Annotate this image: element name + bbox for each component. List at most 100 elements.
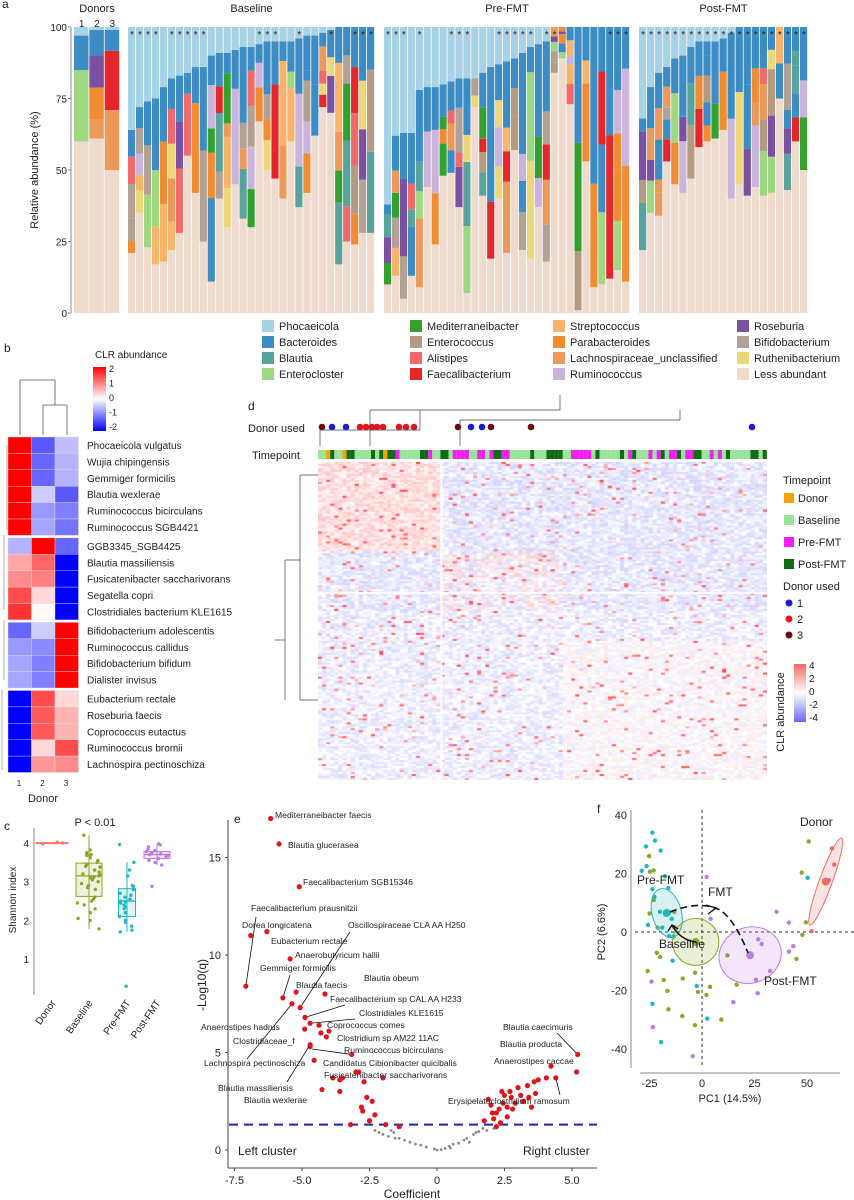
f-point [794, 956, 799, 962]
b-row-label: Wujia chipingensis [87, 457, 170, 468]
a-bar-segment [487, 201, 495, 259]
d-timepoint-cell [583, 450, 588, 459]
a-bar-segment [767, 49, 776, 70]
a-bar-segment [479, 172, 487, 196]
e-right-cluster-label: Right cluster [523, 1144, 590, 1158]
a-ytick-label: 75 [56, 95, 68, 106]
a-bar-segment [247, 47, 255, 71]
e-point-significant [361, 1079, 367, 1085]
a-bar-segment [598, 71, 606, 145]
e-leader-line [282, 974, 291, 999]
e-point-significant [491, 1116, 497, 1122]
d-timepoint-cell [628, 450, 633, 459]
d-timepoint-cell [595, 450, 600, 459]
e-point-label: Fusicatenibacter saccharivorans [324, 1070, 447, 1080]
a-bar-phocaeicola [319, 27, 327, 33]
d-timepoint-cell [530, 450, 535, 459]
c-ytick-label: 2 [23, 916, 29, 927]
b-heatmap-cell [31, 518, 56, 536]
e-point-label: Faecalibacterium SGB15346 [303, 877, 413, 887]
b-heatmap-cell [7, 537, 32, 555]
d-timepoint-cell [709, 450, 714, 459]
f-point [650, 887, 655, 892]
f-point [658, 848, 663, 853]
e-point-labeled [573, 1069, 580, 1075]
a-bar-segment [679, 141, 687, 193]
e-leader-line [286, 1044, 311, 1083]
b-row-label: Ruminococcus bicirculans [87, 507, 203, 518]
a-bar-segment [510, 88, 519, 117]
e-point-labeled [322, 991, 328, 997]
e-point-significant [526, 1094, 532, 1100]
d-timepoint-cell [754, 450, 759, 459]
a-bar-segment [622, 166, 630, 282]
d-donor-used-dot [487, 423, 495, 431]
e-ytick-label: 10 [209, 950, 221, 962]
a-bar-less-abundant [663, 161, 671, 313]
a-significance-star: * [297, 30, 301, 41]
e-point-nonsignificant [389, 1129, 393, 1132]
e-point-nonsignificant [443, 1147, 447, 1150]
a-bar-less-abundant [367, 232, 375, 313]
b-heatmap-cell [7, 723, 32, 740]
a-bar-phocaeicola [159, 27, 168, 88]
a-bar-segment [463, 162, 471, 227]
a-bar-segment [759, 68, 767, 84]
a-legend-label: Blautia [279, 353, 314, 365]
b-heatmap-cell [54, 518, 79, 536]
a-group-donors-title: Donors [79, 3, 115, 15]
a-bar-phocaeicola [542, 27, 550, 42]
a-bar-segment [775, 63, 784, 99]
a-bar-segment [343, 83, 351, 141]
a-bar-phocaeicola [503, 27, 511, 62]
a-significance-star: * [449, 30, 453, 41]
a-bar-segment [799, 27, 808, 81]
e-point-nonsignificant [451, 1142, 455, 1146]
a-bar-less-abundant [783, 190, 792, 313]
d-timepoint-cell [624, 450, 629, 459]
e-point-significant [481, 1118, 487, 1124]
a-bar-phocaeicola [303, 27, 311, 36]
a-bar-phocaeicola [263, 27, 271, 42]
e-point-significant [326, 1028, 332, 1034]
a-bar-segment [463, 134, 471, 163]
f-centroid [746, 951, 755, 960]
c-point [132, 860, 136, 865]
f-point [646, 853, 652, 859]
b-heatmap-cell [54, 706, 79, 724]
f-centroid [662, 908, 671, 917]
d-timepoint-cell [493, 450, 498, 459]
d-timepoint-legend-swatch [784, 559, 794, 569]
a-bar-segment [271, 41, 279, 85]
d-timepoint-cell [395, 450, 400, 459]
d-timepoint-cell [375, 450, 380, 459]
f-xtick-label: -25 [642, 1078, 658, 1090]
a-bar-less-abundant [518, 250, 527, 313]
a-bar-segment [247, 105, 255, 147]
c-point [96, 880, 100, 884]
a-bar-segment [247, 70, 255, 106]
e-leader-line [555, 1077, 561, 1096]
e-point-label: Faecalibacterium prausnitzii [251, 903, 358, 913]
f-ytick-label: -40 [611, 1044, 627, 1056]
f-centroid [821, 877, 830, 886]
e-point-nonsignificant [477, 1130, 481, 1133]
b-heatmap-cell [7, 554, 32, 571]
d-timepoint-cell [652, 450, 657, 459]
a-bar-segment [655, 179, 663, 193]
a-bar-segment [558, 52, 566, 59]
a-bar-segment [255, 62, 263, 88]
a-bar-segment [439, 143, 447, 176]
d-timepoint-cell [730, 450, 735, 459]
e-ytick-label: 5 [215, 1048, 221, 1060]
a-bar-less-abundant [550, 72, 558, 313]
d-donor-used-dot [328, 423, 336, 431]
a-bar-segment [319, 46, 327, 72]
a-bar-less-abundant [175, 232, 183, 313]
a-bar-phocaeicola [279, 27, 287, 42]
a-bar-segment [767, 69, 776, 116]
d-timepoint-cell [420, 450, 425, 459]
e-point-nonsignificant [435, 1148, 439, 1152]
a-significance-star: * [386, 30, 390, 41]
b-colorbar-tick: 1 [109, 379, 114, 389]
